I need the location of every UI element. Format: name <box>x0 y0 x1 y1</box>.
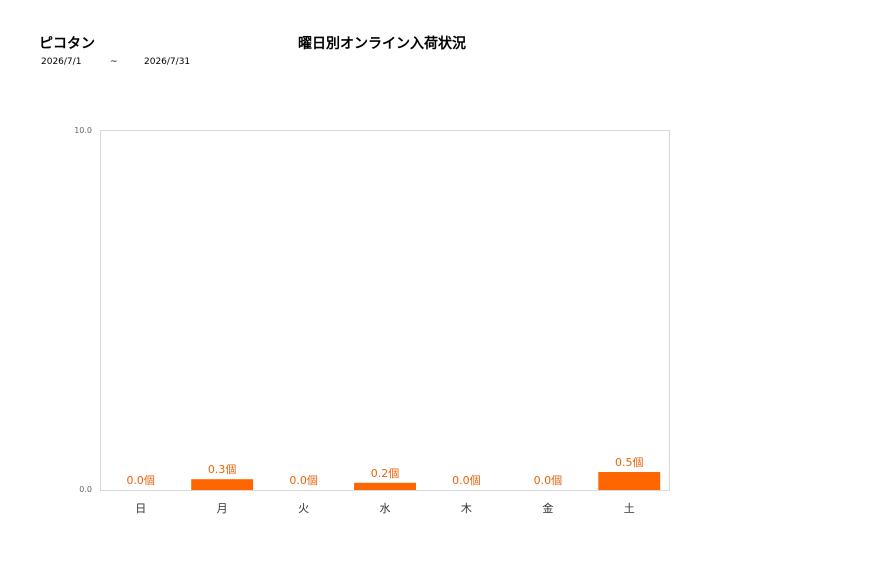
data-label-6: 0.5個 <box>615 456 644 469</box>
date-range-end: 2026/7/31 <box>144 57 191 67</box>
bar-6 <box>598 472 661 490</box>
x-tick-label-1: 月 <box>217 502 228 515</box>
date-range-separator: ~ <box>110 57 118 67</box>
data-label-1: 0.3個 <box>208 463 237 476</box>
x-tick-label-3: 水 <box>380 502 391 515</box>
x-tick-label-2: 火 <box>298 502 309 515</box>
y-tick-label-min: 0.0 <box>79 485 92 494</box>
date-range-start: 2026/7/1 <box>41 57 82 67</box>
bar-3 <box>354 482 416 490</box>
data-label-3: 0.2個 <box>371 467 400 480</box>
bar-1 <box>191 479 254 490</box>
data-label-5: 0.0個 <box>534 474 563 487</box>
brand-name: ピコタン <box>39 36 95 52</box>
plot-area-frame <box>100 130 670 491</box>
x-tick-label-4: 木 <box>461 502 472 515</box>
y-tick-label-max: 10.0 <box>74 126 92 135</box>
x-tick-label-0: 日 <box>135 502 146 515</box>
data-label-0: 0.0個 <box>126 474 155 487</box>
data-label-4: 0.0個 <box>452 474 481 487</box>
x-tick-label-6: 土 <box>624 502 635 515</box>
bar-series: 0.0個日 0.3個月 0.0個火 0.2個水 0.0個木 0.0個金 0.5個土 <box>126 456 661 515</box>
x-tick-label-5: 金 <box>542 501 553 515</box>
data-label-2: 0.0個 <box>289 474 318 487</box>
chart-title: 曜日別オンライン入荷状況 <box>298 36 466 52</box>
